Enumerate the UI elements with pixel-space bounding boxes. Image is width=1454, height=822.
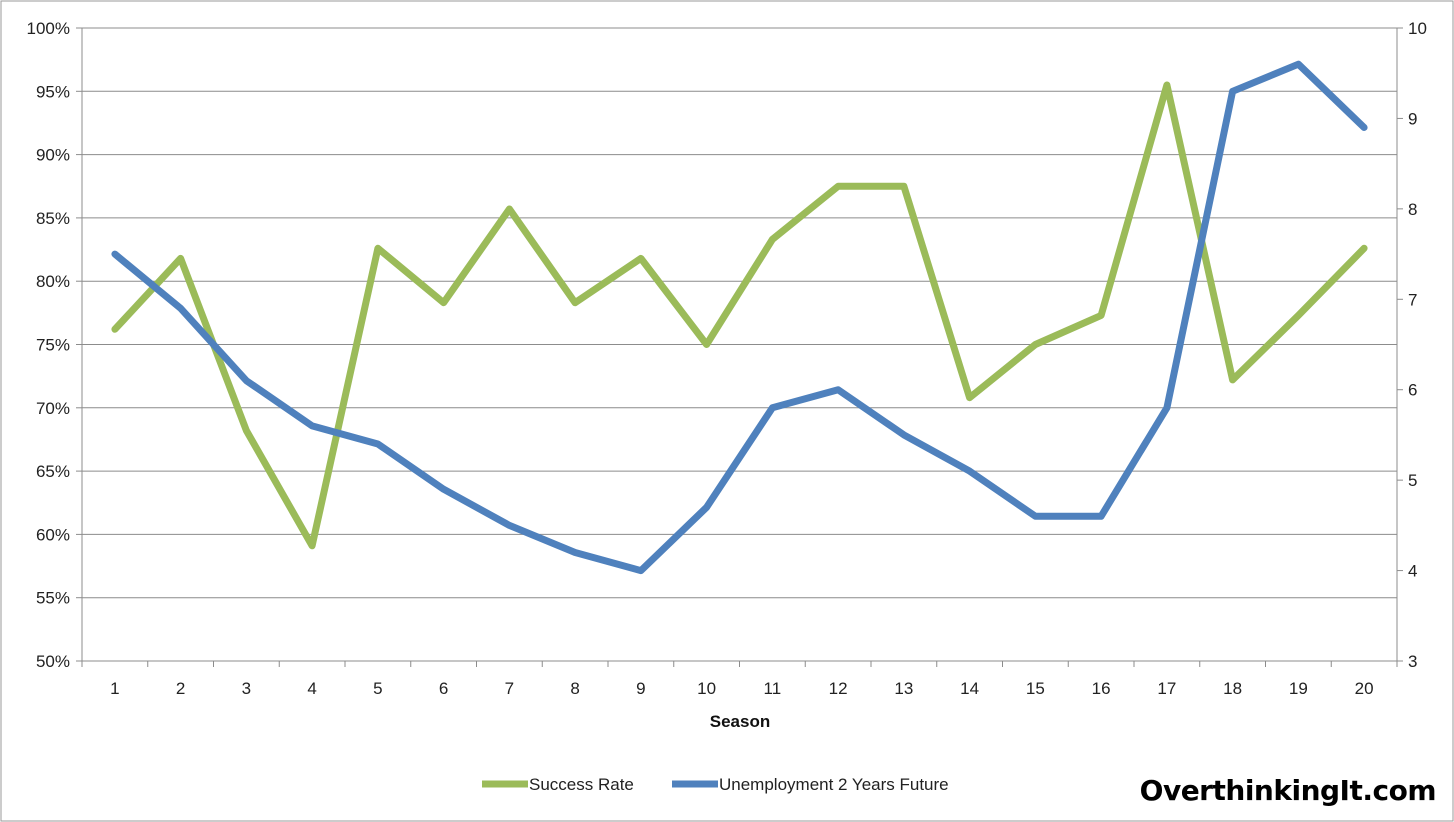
- y-left-tick-label: 50%: [36, 652, 70, 671]
- x-axis-title: Season: [710, 712, 770, 731]
- legend-label: Unemployment 2 Years Future: [719, 775, 949, 794]
- x-tick-label: 13: [894, 679, 913, 698]
- y-right-tick-label: 4: [1408, 562, 1417, 581]
- y-left-tick-label: 90%: [36, 146, 70, 165]
- series-line-success-rate: [111, 81, 1368, 550]
- series-line-unemployment-2-years-future: [111, 60, 1368, 575]
- x-tick-label: 18: [1223, 679, 1242, 698]
- y-right-tick-label: 6: [1408, 381, 1417, 400]
- y-left-tick-label: 55%: [36, 589, 70, 608]
- x-tick-label: 10: [697, 679, 716, 698]
- y-right-tick-label: 5: [1408, 471, 1417, 490]
- legend: Success Rate Unemployment 2 Years Future: [482, 775, 949, 794]
- x-tick-label: 1: [110, 679, 119, 698]
- y-right-tick-label: 10: [1408, 19, 1427, 38]
- x-tick-label: 6: [439, 679, 448, 698]
- y-left-tick-label: 65%: [36, 462, 70, 481]
- x-tick-label: 15: [1026, 679, 1045, 698]
- tick-labels: 50% 55% 60% 65% 70% 75% 80% 85% 90% 95% 100% 3 4 5 6 7 8…: [27, 19, 1427, 698]
- x-tick-label: 17: [1157, 679, 1176, 698]
- watermark-logo: OverthinkingIt.com: [1140, 774, 1436, 807]
- x-tick-label: 14: [960, 679, 979, 698]
- y-right-tick-label: 3: [1408, 652, 1417, 671]
- y-left-tick-label: 75%: [36, 336, 70, 355]
- x-tick-label: 16: [1092, 679, 1111, 698]
- series-lines: [111, 60, 1368, 575]
- y-left-tick-label: 85%: [36, 209, 70, 228]
- x-tick-label: 2: [176, 679, 185, 698]
- x-tick-label: 20: [1355, 679, 1374, 698]
- x-tick-label: 19: [1289, 679, 1308, 698]
- x-tick-label: 12: [829, 679, 848, 698]
- x-tick-label: 9: [636, 679, 645, 698]
- x-tick-label: 11: [764, 679, 782, 698]
- y-right-tick-label: 9: [1408, 109, 1417, 128]
- x-tick-label: 7: [505, 679, 514, 698]
- y-right-tick-label: 8: [1408, 200, 1417, 219]
- legend-label: Success Rate: [529, 775, 634, 794]
- x-tick-label: 4: [307, 679, 316, 698]
- axes: [76, 27, 1403, 667]
- y-left-tick-label: 70%: [36, 399, 70, 418]
- y-left-tick-label: 100%: [27, 19, 70, 38]
- gridlines: [82, 27, 1397, 662]
- y-left-tick-label: 60%: [36, 525, 70, 544]
- x-tick-label: 5: [373, 679, 382, 698]
- y-left-tick-label: 80%: [36, 272, 70, 291]
- y-right-tick-label: 7: [1408, 290, 1417, 309]
- y-left-tick-label: 95%: [36, 82, 70, 101]
- x-tick-label: 8: [570, 679, 579, 698]
- x-tick-label: 3: [242, 679, 251, 698]
